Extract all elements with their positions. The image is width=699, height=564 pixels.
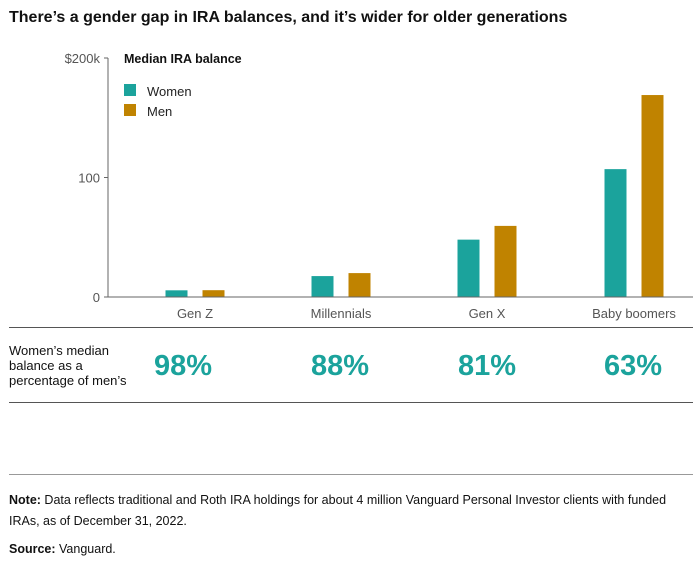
source-text: Vanguard. (55, 542, 116, 556)
bar-chart: 0 100 $200k Median IRA balance Women Men Gen Z… (65, 51, 693, 321)
legend-label-women: Women (147, 84, 192, 99)
x-tick-label: Gen X (469, 306, 506, 321)
note: Note: Data reflects traditional and Roth… (9, 490, 689, 532)
bar-men (641, 95, 664, 297)
legend-swatch-men (124, 104, 136, 116)
bar-women (165, 290, 188, 297)
y-tick-label: $200k (65, 51, 101, 66)
source-label: Source: (9, 542, 56, 556)
ratio-label: Women’s median balance as a percentage o… (9, 343, 127, 388)
bar-men (494, 225, 517, 297)
bar-women (604, 169, 627, 297)
y-tick-label: 100 (78, 171, 100, 186)
note-label: Note: (9, 493, 41, 507)
ratio-gen-z: 98% (153, 350, 213, 382)
bar-women (457, 239, 480, 297)
divider (9, 402, 693, 403)
bar-men (348, 273, 371, 297)
ratio-gen-x: 81% (457, 350, 517, 382)
x-tick-label: Gen Z (177, 306, 213, 321)
legend-label-men: Men (147, 104, 172, 119)
note-text: Data reflects traditional and Roth IRA h… (9, 493, 667, 528)
legend-swatch-women (124, 84, 136, 96)
ratio-baby-boomers: 63% (603, 350, 663, 382)
x-tick-label: Baby boomers (592, 306, 676, 321)
source: Source: Vanguard. (9, 542, 116, 556)
y-tick-label: 0 (93, 290, 100, 305)
divider (9, 327, 693, 328)
bar-women (311, 276, 334, 297)
x-tick-label: Millennials (311, 306, 372, 321)
ratio-millennials: 88% (310, 350, 370, 382)
bar-men (202, 290, 225, 297)
figure-title: There’s a gender gap in IRA balances, an… (9, 9, 568, 26)
chart-subtitle: Median IRA balance (124, 52, 242, 66)
divider (9, 474, 693, 475)
